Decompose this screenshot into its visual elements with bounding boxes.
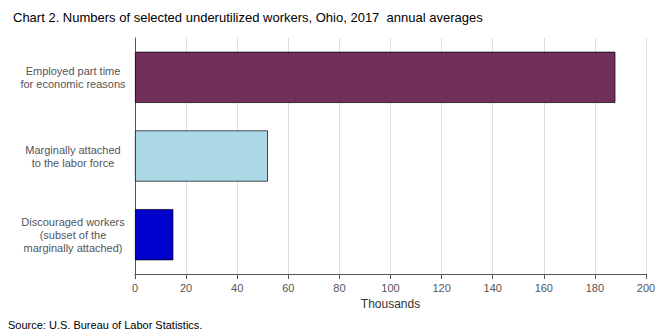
svg-text:20: 20 [180, 282, 192, 294]
svg-text:200: 200 [637, 282, 655, 294]
svg-text:Marginally attached: Marginally attached [25, 144, 120, 156]
svg-text:160: 160 [535, 282, 553, 294]
svg-text:180: 180 [586, 282, 604, 294]
svg-text:Thousands: Thousands [361, 297, 420, 311]
svg-text:Employed part time: Employed part time [26, 65, 121, 77]
svg-text:Chart 2. Numbers of selected u: Chart 2. Numbers of selected underutiliz… [13, 10, 483, 25]
svg-text:40: 40 [231, 282, 243, 294]
svg-text:120: 120 [432, 282, 450, 294]
svg-text:(subset of the: (subset of the [40, 229, 107, 241]
svg-text:100: 100 [381, 282, 399, 294]
svg-text:Source: U.S. Bureau of Labor S: Source: U.S. Bureau of Labor Statistics. [8, 319, 202, 331]
svg-text:for economic reasons: for economic reasons [20, 78, 126, 90]
svg-text:Discouraged workers: Discouraged workers [21, 216, 125, 228]
svg-text:to the labor force: to the labor force [32, 157, 115, 169]
svg-text:60: 60 [282, 282, 294, 294]
svg-text:0: 0 [132, 282, 138, 294]
svg-text:140: 140 [484, 282, 502, 294]
svg-text:marginally attached): marginally attached) [23, 242, 122, 254]
svg-text:80: 80 [333, 282, 345, 294]
